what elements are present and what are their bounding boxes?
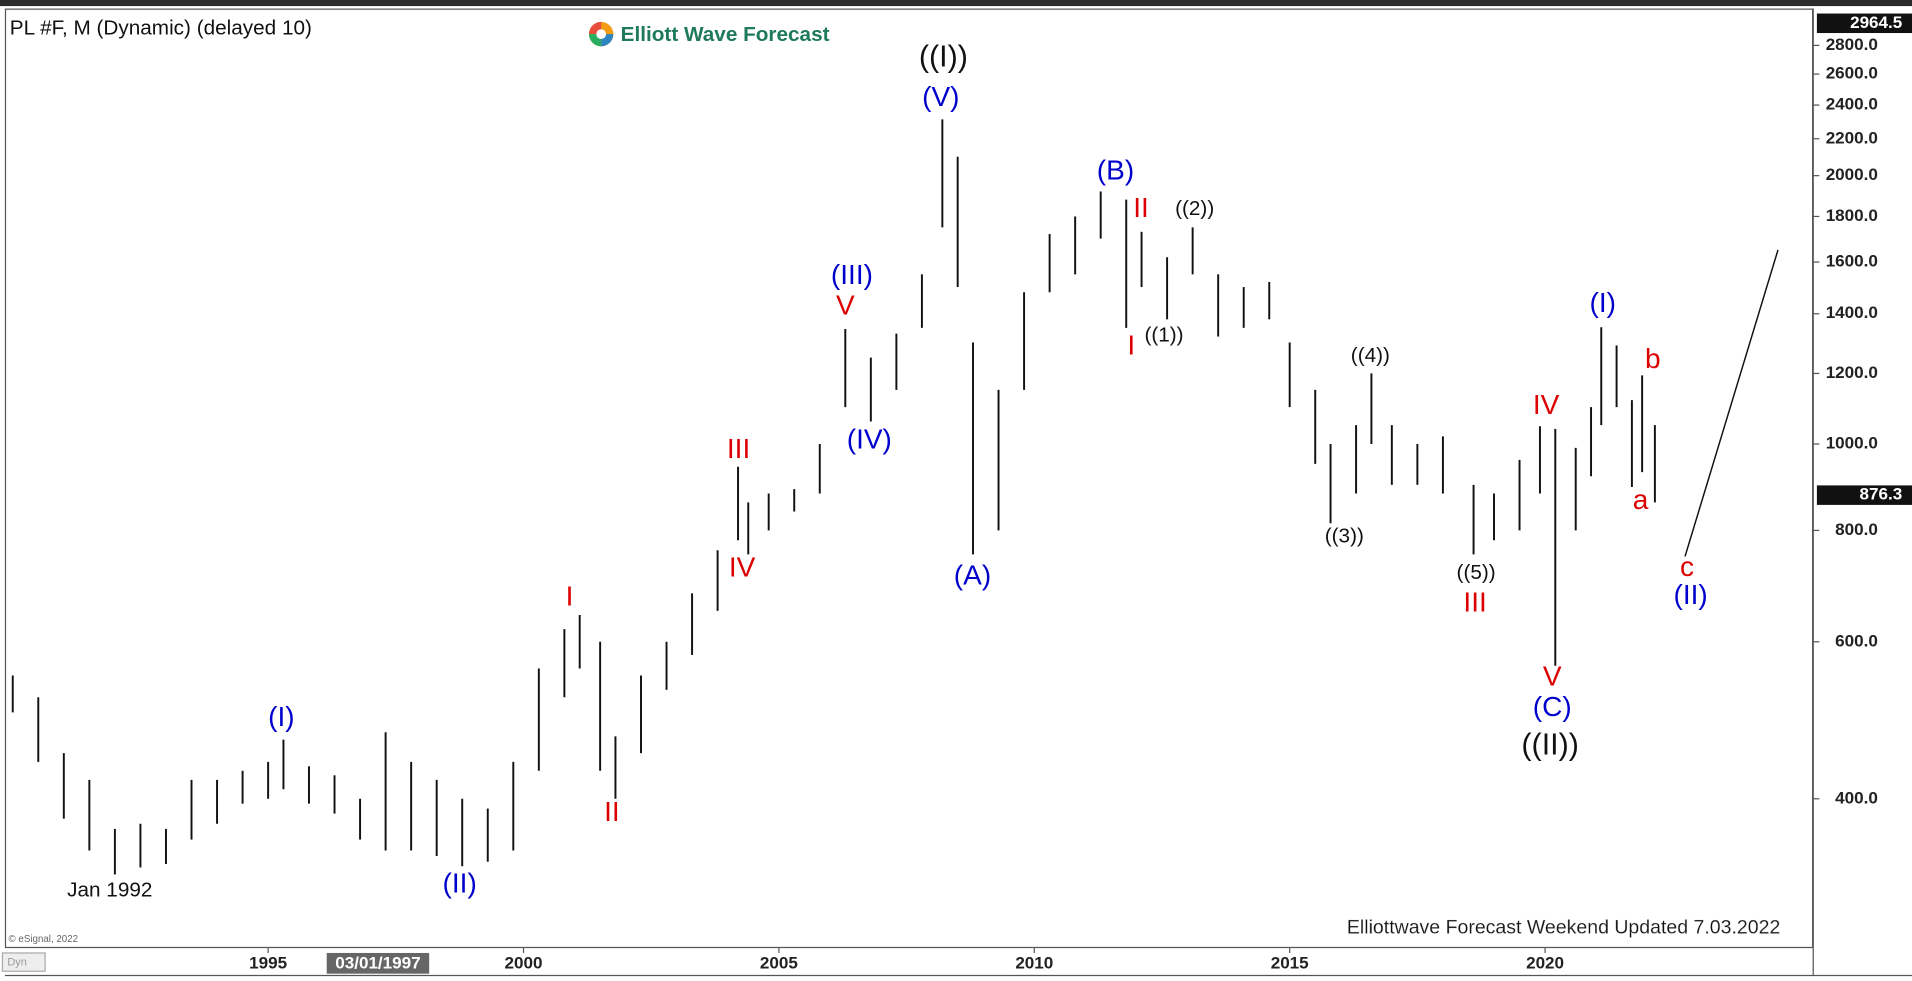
y-tick-label: 800.0: [1835, 520, 1878, 539]
x-tick-label: 2000: [505, 953, 543, 972]
wave-label: ((2)): [1175, 197, 1214, 220]
wave-label: III: [1463, 587, 1486, 618]
footer-note: Elliottwave Forecast Weekend Updated 7.0…: [1347, 917, 1780, 939]
wave-label: V: [836, 290, 855, 321]
wave-label: (III): [831, 259, 873, 290]
y-tick-label: 400.0: [1835, 788, 1878, 807]
price-tag-box: [1816, 13, 1912, 34]
wave-label: (II): [443, 868, 477, 899]
source-note: © eSignal, 2022: [9, 934, 79, 945]
x-tick-label: 2015: [1271, 953, 1309, 972]
cursor-label-box: [326, 952, 430, 974]
x-tick-label: 2020: [1526, 953, 1564, 972]
y-tick-label: 1600.0: [1826, 252, 1878, 271]
wave-label: (II): [1674, 579, 1708, 610]
wave-label: (IV): [847, 423, 892, 454]
wave-label: (A): [954, 560, 991, 591]
y-tick-label: 2800.0: [1826, 35, 1878, 54]
projection-line: [1684, 249, 1779, 557]
wave-label: ((1)): [1144, 324, 1183, 347]
x-tick-label: 1995: [249, 953, 287, 972]
wave-label: ((5)): [1457, 561, 1496, 584]
y-tick-label: 2400.0: [1826, 95, 1878, 114]
logo-icon-center: [596, 29, 607, 39]
y-tick-label: 2200.0: [1826, 128, 1878, 147]
corner-box: [1, 952, 46, 972]
y-tick-label: 2600.0: [1826, 64, 1878, 83]
wave-label: IV: [729, 551, 756, 582]
y-tick-label: 1400.0: [1826, 303, 1878, 322]
wave-label: ((4)): [1351, 344, 1390, 367]
wave-label: V: [1543, 661, 1562, 692]
wave-label: ((3)): [1325, 525, 1364, 548]
wave-label: I: [1127, 330, 1135, 361]
price-tag: 2964.5: [1850, 13, 1902, 32]
wave-label: III: [727, 433, 750, 464]
wave-label: IV: [1533, 389, 1560, 420]
wave-label: c: [1680, 551, 1694, 582]
wave-label: (I): [268, 701, 294, 732]
wave-label: Jan 1992: [67, 879, 152, 902]
y-tick-label: 1200.0: [1826, 363, 1878, 382]
y-tick-label: 1800.0: [1826, 206, 1878, 225]
y-tick-label: 1000.0: [1826, 434, 1878, 453]
wave-label: (I): [1590, 287, 1616, 318]
cursor-label: 03/01/1997: [335, 953, 420, 972]
wave-label: a: [1633, 484, 1649, 515]
wave-label: b: [1645, 343, 1661, 374]
wave-label: ((I)): [919, 40, 968, 74]
price-tag: 876.3: [1860, 485, 1903, 504]
y-tick-label: 2000.0: [1826, 165, 1878, 184]
logo: Elliott Wave Forecast: [588, 21, 830, 47]
x-tick-label: 2005: [760, 953, 798, 972]
wave-label: (C): [1533, 691, 1572, 722]
wave-label: II: [604, 796, 620, 827]
corner-label: Dyn: [7, 957, 27, 969]
wave-label: (B): [1097, 154, 1134, 185]
wave-label: II: [1133, 192, 1149, 223]
y-tick-label: 600.0: [1835, 631, 1878, 650]
logo-text: Elliott Wave Forecast: [621, 23, 830, 46]
wave-label: ((II)): [1521, 727, 1579, 761]
wave-label: I: [566, 580, 574, 611]
chart-title: PL #F, M (Dynamic) (delayed 10): [10, 17, 312, 40]
price-tag-box: [1816, 485, 1912, 505]
wave-label: (V): [922, 81, 959, 112]
x-tick-label: 2010: [1015, 953, 1053, 972]
top-bar: [0, 0, 1912, 7]
